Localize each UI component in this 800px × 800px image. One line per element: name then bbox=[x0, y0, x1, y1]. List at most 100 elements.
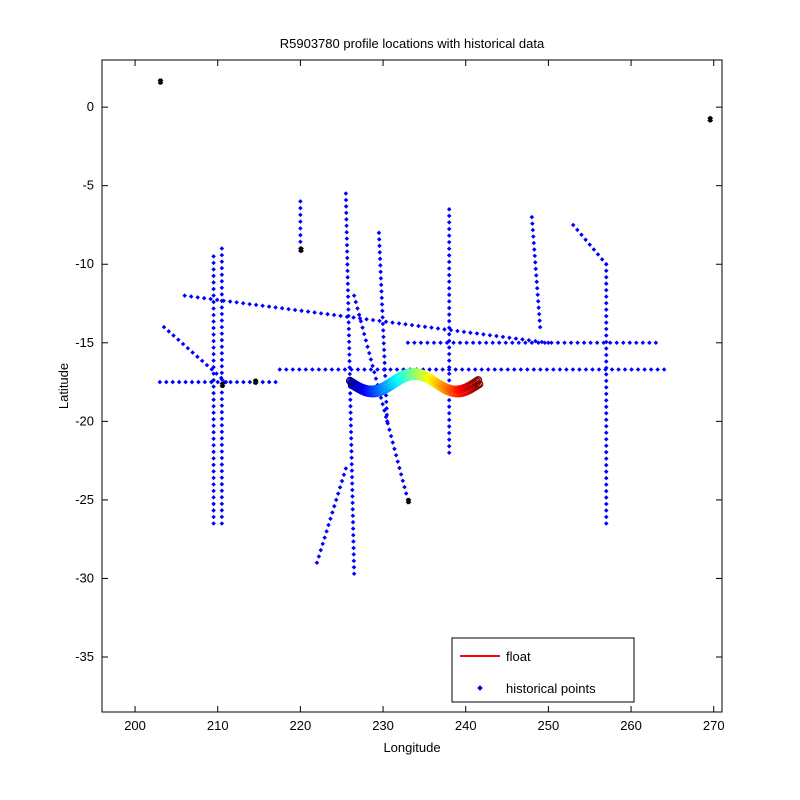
historical-point bbox=[318, 547, 324, 553]
historical-point bbox=[642, 367, 647, 372]
historical-point bbox=[211, 410, 216, 415]
historical-point bbox=[446, 253, 452, 258]
historical-point bbox=[373, 376, 379, 381]
historical-point bbox=[446, 351, 452, 357]
historical-point bbox=[219, 278, 225, 284]
historical-point bbox=[604, 313, 609, 319]
historical-point bbox=[346, 326, 352, 332]
historical-point bbox=[346, 345, 352, 351]
historical-point bbox=[355, 306, 360, 311]
historical-point bbox=[211, 351, 216, 357]
historical-point bbox=[211, 280, 216, 285]
historical-point bbox=[599, 257, 605, 262]
historical-point bbox=[433, 367, 439, 372]
historical-point bbox=[211, 319, 216, 324]
historical-point bbox=[604, 300, 609, 306]
historical-point bbox=[604, 294, 609, 299]
historical-point bbox=[442, 327, 447, 332]
historical-point bbox=[604, 436, 609, 442]
historical-point bbox=[383, 319, 389, 325]
historical-point bbox=[349, 449, 354, 454]
historical-point bbox=[513, 336, 519, 341]
historical-point bbox=[350, 487, 355, 493]
historical-point bbox=[348, 403, 353, 409]
historical-point bbox=[380, 401, 385, 407]
historical-point bbox=[219, 442, 225, 448]
historical-point bbox=[531, 367, 537, 372]
historical-point bbox=[533, 266, 539, 272]
historical-point bbox=[279, 306, 285, 311]
historical-point bbox=[453, 367, 458, 372]
historical-point bbox=[211, 423, 216, 429]
historical-point bbox=[219, 495, 225, 500]
historical-point bbox=[474, 331, 480, 336]
historical-point bbox=[377, 250, 383, 255]
y-tick-label: -5 bbox=[82, 178, 94, 193]
historical-point bbox=[376, 230, 382, 236]
x-tick-label: 210 bbox=[207, 718, 229, 733]
historical-point bbox=[312, 310, 317, 315]
historical-point bbox=[446, 450, 452, 456]
historical-point bbox=[588, 340, 593, 346]
historical-point bbox=[330, 510, 335, 515]
historical-point bbox=[219, 462, 225, 467]
historical-point bbox=[380, 315, 385, 320]
historical-point bbox=[346, 307, 351, 312]
historical-point bbox=[219, 298, 225, 304]
historical-point bbox=[435, 326, 441, 331]
historical-point bbox=[400, 478, 406, 484]
historical-point bbox=[370, 363, 375, 369]
historical-point bbox=[185, 345, 191, 351]
historical-point bbox=[378, 263, 383, 268]
historical-point bbox=[661, 367, 667, 372]
historical-point bbox=[534, 279, 539, 285]
historical-point bbox=[351, 293, 357, 298]
historical-point bbox=[557, 367, 563, 372]
historical-point bbox=[345, 300, 351, 306]
historical-point bbox=[314, 560, 320, 566]
historical-point bbox=[466, 367, 471, 372]
historical-point bbox=[604, 372, 609, 377]
historical-point bbox=[182, 293, 187, 298]
historical-point bbox=[341, 472, 347, 478]
historical-point bbox=[516, 340, 522, 346]
historical-point bbox=[422, 324, 428, 330]
historical-point bbox=[440, 367, 445, 372]
historical-point bbox=[468, 330, 473, 335]
historical-point bbox=[350, 507, 355, 512]
historical-point bbox=[604, 462, 609, 468]
historical-point bbox=[382, 354, 387, 359]
historical-point bbox=[446, 299, 452, 304]
historical-point bbox=[219, 468, 225, 474]
historical-point bbox=[219, 508, 225, 513]
historical-point bbox=[211, 430, 216, 435]
historical-point bbox=[297, 367, 302, 372]
historical-point bbox=[409, 322, 415, 328]
historical-point bbox=[322, 535, 327, 540]
historical-point bbox=[537, 318, 542, 323]
historical-point bbox=[564, 367, 569, 372]
historical-point bbox=[211, 462, 216, 468]
historical-point bbox=[384, 412, 390, 418]
historical-point bbox=[303, 367, 309, 372]
historical-point bbox=[211, 293, 216, 298]
historical-point bbox=[368, 367, 374, 372]
y-tick-label: -35 bbox=[75, 649, 94, 664]
historical-point bbox=[219, 475, 225, 480]
historical-point bbox=[219, 292, 225, 297]
historical-point bbox=[446, 259, 452, 265]
historical-point bbox=[211, 508, 216, 513]
historical-point bbox=[211, 397, 216, 402]
historical-point bbox=[362, 367, 367, 372]
historical-point bbox=[461, 329, 467, 335]
historical-point bbox=[372, 369, 377, 375]
historical-point bbox=[425, 340, 430, 346]
historical-point bbox=[427, 367, 432, 372]
historical-point bbox=[345, 281, 351, 287]
historical-point bbox=[298, 199, 303, 204]
historical-point bbox=[260, 379, 266, 385]
historical-point bbox=[604, 398, 609, 403]
historical-point bbox=[350, 526, 356, 531]
historical-point bbox=[604, 287, 609, 293]
